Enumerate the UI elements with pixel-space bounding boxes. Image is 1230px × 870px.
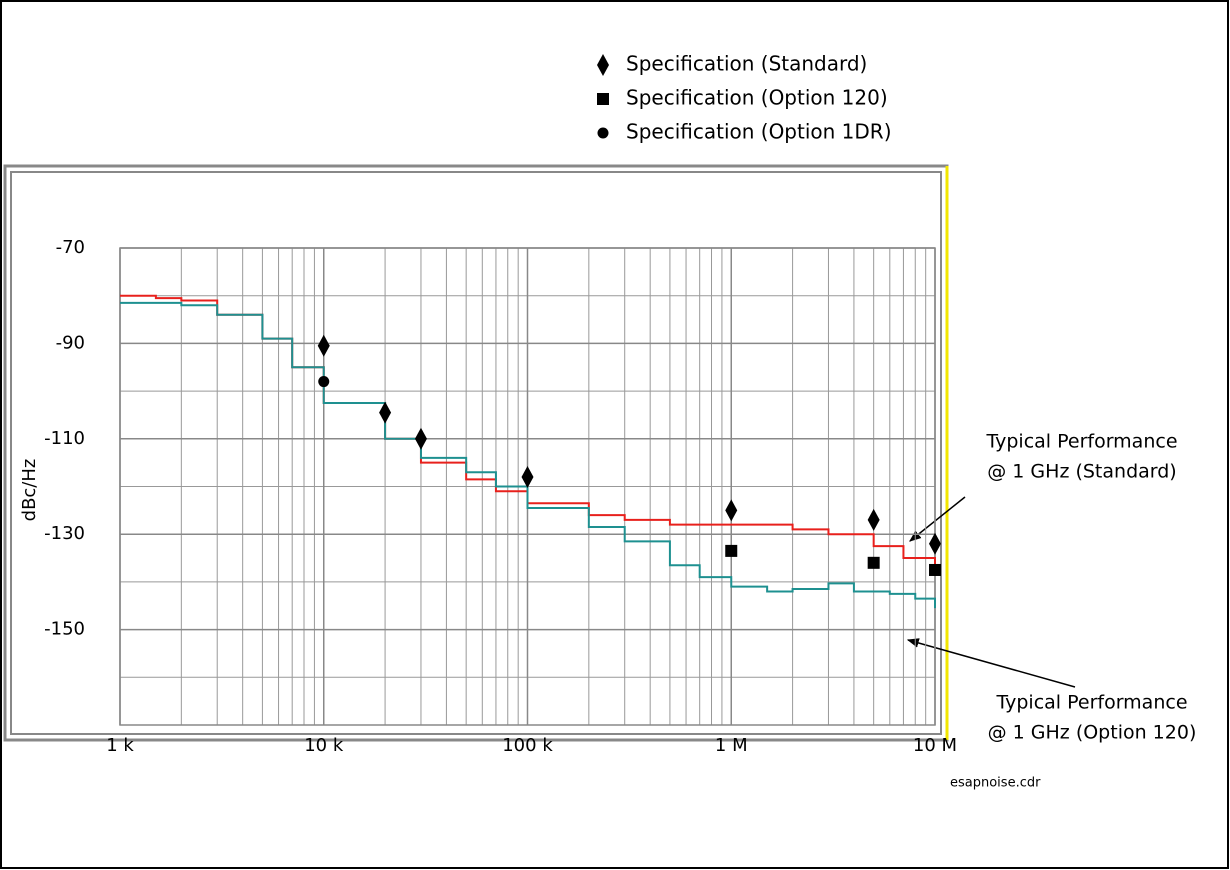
annotation: @ 1 GHz (Standard) (987, 461, 1176, 483)
y-tick-label: -110 (44, 428, 85, 449)
spec-marker (379, 401, 392, 424)
y-axis-label: dBc/Hz (19, 459, 40, 522)
series-line (120, 301, 936, 609)
spec-marker (929, 532, 941, 555)
spec-marker (867, 508, 880, 531)
y-tick-label: -150 (44, 619, 85, 640)
plot-frame (3, 164, 949, 742)
legend-label: Specification (Standard) (626, 52, 867, 76)
spec-marker (725, 499, 738, 522)
spec-marker (317, 334, 330, 357)
x-tick-label: 1 k (106, 735, 134, 756)
annotation: Typical Performance (985, 431, 1177, 453)
spec-marker (929, 563, 941, 576)
legend-label: Specification (Option 120) (626, 86, 888, 110)
x-tick-label: 1 M (715, 735, 748, 756)
legend-marker (597, 93, 609, 105)
legend-marker (597, 127, 609, 139)
x-tick-label: 10 k (304, 735, 344, 756)
y-tick-label: -130 (44, 523, 85, 544)
annotation: @ 1 GHz (Option 120) (988, 722, 1197, 744)
footnote: esapnoise.cdr (950, 776, 1041, 791)
plot-frame-inner (10, 171, 942, 735)
plot-area (119, 247, 936, 726)
legend-marker (597, 54, 609, 76)
x-tick-label: 10 M (913, 735, 957, 756)
spec-marker (521, 465, 534, 488)
spec-marker (867, 556, 880, 569)
annotation-arrow (906, 638, 1076, 688)
legend-label: Specification (Option 1DR) (626, 120, 892, 144)
spec-marker (414, 427, 427, 450)
y-tick-label: -70 (56, 237, 85, 258)
annotation: Typical Performance (995, 692, 1187, 714)
x-tick-label: 100 k (502, 735, 553, 756)
y-tick-label: -90 (56, 332, 85, 353)
spec-marker (725, 544, 738, 557)
spec-marker (318, 376, 330, 388)
